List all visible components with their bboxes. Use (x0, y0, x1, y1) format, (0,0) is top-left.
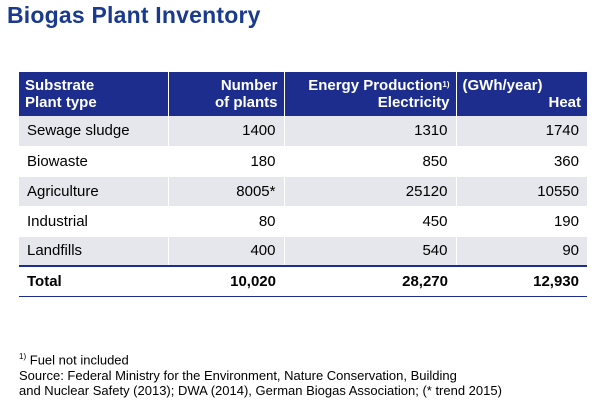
header-substrate-line1: Substrate (25, 77, 95, 94)
row-heat: 360 (456, 146, 587, 177)
header-number-of-plants: Number of plants (168, 72, 285, 116)
biogas-inventory-table: Substrate Plant type Number of plants En… (19, 72, 587, 297)
table-header-row: Substrate Plant type Number of plants En… (19, 72, 587, 116)
row-heat: 10550 (456, 176, 587, 207)
header-energy-production: Energy Production (308, 77, 443, 94)
row-plants: 8005* (168, 176, 285, 207)
row-heat: 1740 (456, 116, 587, 147)
header-number-line2: of plants (215, 94, 278, 111)
row-plants: 80 (168, 206, 285, 237)
header-substrate: Substrate Plant type (19, 72, 169, 116)
total-label: Total (19, 265, 168, 297)
row-electricity: 540 (284, 236, 457, 267)
source-line1: Source: Federal Ministry for the Environ… (19, 367, 457, 383)
total-heat: 12,930 (456, 265, 587, 297)
footnote-marker: 1) (19, 352, 27, 361)
table-row: Sewage sludge 1400 1310 1740 (19, 116, 587, 147)
row-name: Sewage sludge (19, 116, 169, 147)
table-row: Landfills 400 540 90 (19, 236, 587, 267)
header-electricity-label: Electricity (377, 94, 450, 111)
header-heat-label: Heat (548, 94, 581, 111)
row-name: Industrial (19, 206, 169, 237)
total-electricity: 28,270 (284, 265, 456, 297)
row-name: Landfills (19, 236, 169, 267)
header-footnote-marker: 1) (442, 80, 450, 89)
footnote: 1) Fuel not included Source: Federal Min… (19, 349, 502, 399)
row-heat: 190 (456, 206, 587, 237)
row-electricity: 1310 (284, 116, 457, 147)
row-electricity: 25120 (284, 176, 457, 207)
header-unit: (GWh/year) (462, 77, 543, 94)
total-row: Total 10,020 28,270 12,930 (19, 265, 587, 297)
footnote-line1: Fuel not included (29, 352, 129, 368)
header-heat: (GWh/year) Heat (456, 72, 587, 116)
page-title: Biogas Plant Inventory (7, 2, 261, 28)
total-plants: 10,020 (168, 265, 284, 297)
source-line2: and Nuclear Safety (2013); DWA (2014), G… (19, 383, 502, 399)
row-electricity: 450 (284, 206, 457, 237)
row-name: Agriculture (19, 176, 169, 207)
footnote-fuel: 1) Fuel not included (19, 349, 502, 368)
row-plants: 1400 (168, 116, 285, 147)
row-plants: 400 (168, 236, 285, 267)
header-electricity: Energy Production1) Electricity (284, 72, 457, 116)
row-heat: 90 (456, 236, 587, 267)
row-plants: 180 (168, 146, 285, 177)
row-electricity: 850 (284, 146, 457, 177)
table-row: Biowaste 180 850 360 (19, 146, 587, 177)
row-name: Biowaste (19, 146, 169, 177)
table-row: Industrial 80 450 190 (19, 206, 587, 237)
table-row: Agriculture 8005* 25120 10550 (19, 176, 587, 207)
header-number-line1: Number (220, 77, 278, 94)
header-substrate-line2: Plant type (25, 94, 97, 111)
